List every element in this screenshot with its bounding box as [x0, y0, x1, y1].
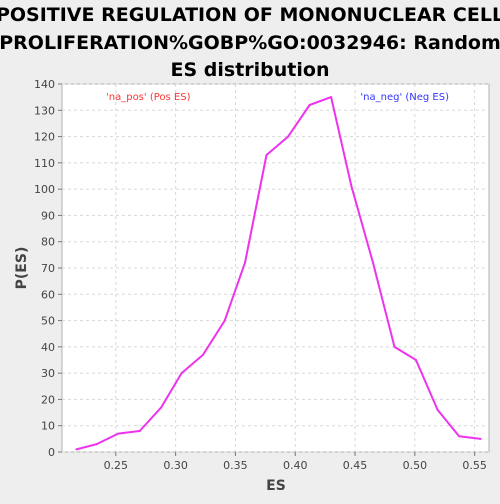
series-layer [75, 96, 482, 451]
data-point [95, 443, 98, 446]
data-point [330, 96, 333, 99]
y-tick-label: 80 [41, 236, 55, 249]
y-tick-label: 70 [41, 262, 55, 275]
series-line [76, 96, 481, 451]
data-point [202, 353, 205, 356]
y-tick-label: 140 [34, 78, 55, 91]
data-point [308, 104, 311, 107]
data-point [117, 432, 120, 435]
x-tick-label: 0.50 [403, 459, 428, 472]
y-tick-label: 120 [34, 131, 55, 144]
data-point [287, 135, 290, 138]
x-tick-label: 0.40 [283, 459, 308, 472]
y-tick-label: 10 [41, 420, 55, 433]
y-tick-label: 130 [34, 104, 55, 117]
legend-neg-es: 'na_neg' (Neg ES) [360, 92, 449, 103]
data-point [138, 429, 141, 432]
y-axis-label: P(ES) [14, 247, 30, 290]
y-tick-label: 0 [48, 446, 55, 459]
data-point [436, 408, 439, 411]
chart-title: POSITIVE REGULATION OF MONONUCLEAR CELL … [0, 4, 500, 81]
data-point [350, 185, 353, 188]
data-point [371, 261, 374, 264]
y-axis-ticks: 0 10 20 30 40 50 60 70 80 90 100 110 120 130 140 [34, 78, 62, 459]
data-point [458, 435, 461, 438]
x-axis-ticks: 0.25 0.30 0.35 0.40 0.45 0.50 0.55 [104, 452, 487, 472]
data-point [75, 448, 78, 451]
y-tick-label: 30 [41, 367, 55, 380]
chart-title-line-1: POSITIVE REGULATION OF MONONUCLEAR CELL [0, 4, 500, 26]
data-point [180, 372, 183, 375]
data-point [393, 345, 396, 348]
data-point [160, 406, 163, 409]
data-point [479, 437, 482, 440]
y-tick-label: 50 [41, 315, 55, 328]
y-tick-label: 100 [34, 183, 55, 196]
data-point [415, 359, 418, 361]
x-tick-label: 0.45 [343, 459, 368, 472]
x-axis-label: ES [266, 478, 286, 494]
y-tick-label: 110 [34, 157, 55, 170]
data-point [244, 261, 246, 264]
x-tick-label: 0.35 [223, 459, 248, 472]
y-tick-label: 90 [41, 209, 55, 222]
data-point [265, 153, 268, 156]
grid-lines [62, 83, 489, 453]
x-tick-label: 0.25 [104, 459, 129, 472]
chart-title-line-3: ES distribution [171, 59, 330, 81]
data-point [223, 319, 226, 322]
x-tick-label: 0.55 [462, 459, 487, 472]
x-tick-label: 0.30 [163, 459, 188, 472]
y-tick-label: 40 [41, 341, 55, 354]
chart-title-line-2: PROLIFERATION%GOBP%GO:0032946: Random [0, 32, 500, 54]
y-tick-label: 20 [41, 393, 55, 406]
y-tick-label: 60 [41, 288, 55, 301]
legend-pos-es: 'na_pos' (Pos ES) [106, 92, 191, 103]
